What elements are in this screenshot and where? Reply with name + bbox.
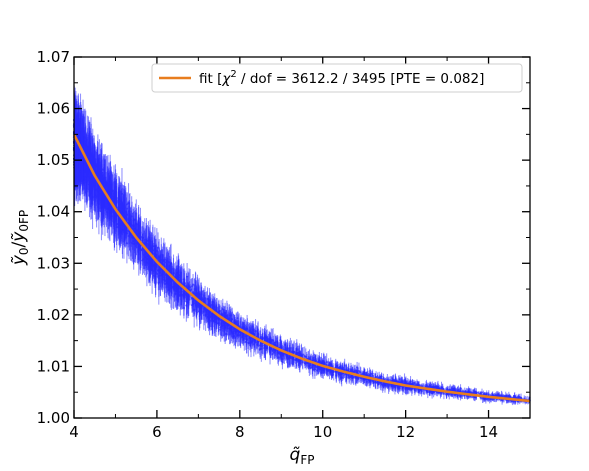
data-point — [172, 267, 175, 270]
data-point — [122, 208, 125, 211]
data-point — [363, 373, 367, 376]
data-point — [340, 376, 343, 379]
data-point — [326, 368, 330, 371]
data-point — [123, 229, 126, 232]
data-point — [180, 279, 183, 282]
data-point — [330, 369, 333, 372]
data-point — [268, 350, 272, 353]
data-point — [474, 391, 477, 394]
data-point — [276, 342, 279, 345]
data-point — [203, 297, 207, 300]
data-point — [146, 257, 149, 260]
data-point — [259, 347, 262, 351]
data-point — [263, 335, 266, 338]
data-point — [133, 227, 136, 231]
data-point — [112, 208, 115, 211]
data-point — [282, 353, 285, 357]
data-point — [303, 355, 306, 358]
data-point — [223, 321, 226, 324]
data-point — [296, 351, 300, 355]
data-point — [156, 246, 160, 249]
data-point — [228, 327, 231, 330]
data-point — [165, 281, 168, 284]
data-point — [294, 352, 297, 355]
data-point — [365, 380, 368, 383]
data-point — [95, 173, 98, 176]
data-point — [377, 382, 380, 386]
data-point — [403, 378, 406, 382]
data-point — [220, 324, 224, 328]
data-point — [210, 314, 213, 317]
data-point — [159, 271, 162, 274]
data-point — [84, 162, 88, 165]
data-point — [189, 288, 193, 291]
data-point — [352, 375, 355, 379]
data-point — [190, 303, 194, 307]
data-point — [461, 390, 465, 393]
data-point — [245, 338, 248, 341]
data-point — [420, 390, 423, 393]
data-point — [199, 310, 202, 313]
data-point — [173, 287, 176, 290]
data-point — [224, 325, 227, 328]
data-point — [261, 337, 264, 341]
data-point — [371, 374, 374, 377]
data-point — [187, 296, 190, 299]
data-point — [480, 391, 484, 394]
data-point — [162, 270, 165, 273]
data-point — [166, 259, 169, 263]
data-point — [425, 385, 429, 388]
data-point — [202, 310, 205, 313]
data-point — [78, 137, 81, 140]
data-point — [273, 349, 276, 352]
data-point — [104, 184, 107, 188]
data-point — [114, 201, 117, 204]
data-point — [316, 369, 319, 372]
data-point — [277, 352, 280, 355]
data-point — [484, 398, 487, 401]
data-point — [477, 391, 480, 394]
data-point — [157, 269, 160, 272]
data-point — [394, 379, 397, 382]
data-point — [332, 370, 335, 373]
data-point — [343, 364, 346, 367]
data-point — [312, 356, 315, 359]
data-point — [383, 384, 387, 387]
data-point — [83, 176, 87, 179]
data-point — [295, 348, 298, 352]
data-point — [426, 390, 429, 393]
data-point — [163, 261, 167, 264]
data-point — [331, 373, 334, 376]
data-point — [202, 298, 205, 301]
data-point — [289, 347, 292, 350]
data-point — [177, 274, 181, 277]
data-point — [369, 373, 372, 376]
data-point — [230, 318, 233, 321]
data-point — [464, 390, 467, 393]
data-point — [239, 331, 243, 335]
